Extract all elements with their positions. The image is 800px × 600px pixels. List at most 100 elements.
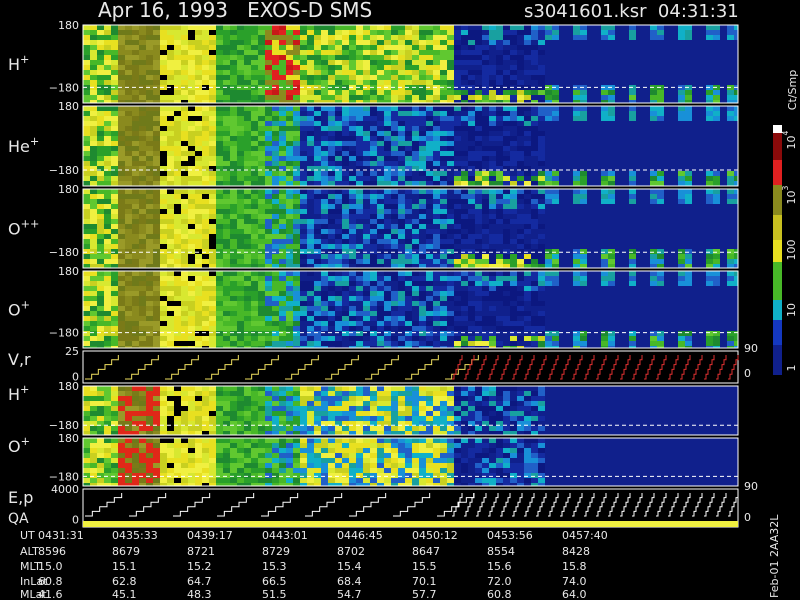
heatmap-cell: [615, 121, 622, 126]
heatmap-cell: [419, 106, 426, 111]
heatmap-cell: [727, 281, 734, 286]
heatmap-cell: [482, 25, 489, 30]
heatmap-cell: [125, 254, 132, 259]
heatmap-cell: [286, 239, 293, 244]
heatmap-cell: [405, 214, 412, 219]
heatmap-cell: [734, 229, 738, 234]
heatmap-cell: [237, 136, 244, 141]
heatmap-cell: [671, 156, 678, 161]
heatmap-cell: [629, 166, 636, 171]
heatmap-cell: [328, 239, 335, 244]
heatmap-cell: [146, 219, 153, 224]
heatmap-cell: [552, 75, 559, 80]
heatmap-cell: [181, 176, 188, 181]
heatmap-cell: [384, 219, 391, 224]
heatmap-cell: [153, 244, 160, 249]
heatmap-cell: [559, 229, 566, 234]
heatmap-cell: [335, 136, 342, 141]
heatmap-cell: [447, 25, 454, 30]
heatmap-cell: [342, 141, 349, 146]
heatmap-cell: [237, 244, 244, 249]
heatmap-cell: [601, 45, 608, 50]
heatmap-cell: [230, 219, 237, 224]
heatmap-cell: [629, 259, 636, 264]
heatmap-cell: [356, 151, 363, 156]
heatmap-cell: [706, 126, 713, 131]
heatmap-cell: [146, 234, 153, 239]
heatmap-cell: [209, 136, 216, 141]
heatmap-cell: [496, 25, 503, 30]
heatmap-cell: [405, 194, 412, 199]
heatmap-cell: [447, 219, 454, 224]
heatmap-cell: [573, 171, 580, 176]
heatmap-cell: [293, 50, 300, 55]
heatmap-cell: [321, 181, 328, 186]
heatmap-cell: [566, 271, 573, 276]
heatmap-cell: [125, 264, 132, 268]
heatmap-cell: [671, 146, 678, 151]
heatmap-cell: [720, 106, 727, 111]
heatmap-cell: [692, 271, 699, 276]
heatmap-cell: [727, 181, 734, 186]
heatmap-cell: [685, 75, 692, 80]
heatmap-cell: [195, 214, 202, 219]
heatmap-cell: [272, 214, 279, 219]
heatmap-cell: [657, 90, 664, 95]
heatmap-cell: [216, 286, 223, 291]
heatmap-cell: [335, 239, 342, 244]
heatmap-cell: [202, 271, 209, 276]
heatmap-cell: [237, 194, 244, 199]
heatmap-cell: [356, 286, 363, 291]
heatmap-cell: [160, 55, 167, 60]
heatmap-cell: [510, 25, 517, 30]
heatmap-cell: [132, 45, 139, 50]
heatmap-cell: [594, 60, 601, 65]
heatmap-cell: [265, 136, 272, 141]
heatmap-cell: [251, 90, 258, 95]
heatmap-cell: [538, 229, 545, 234]
heatmap-cell: [342, 70, 349, 75]
heatmap-cell: [713, 219, 720, 224]
heatmap-cell: [335, 60, 342, 65]
heatmap-cell: [223, 90, 230, 95]
heatmap-cell: [167, 286, 174, 291]
heatmap-cell: [454, 254, 461, 259]
heatmap-cell: [279, 244, 286, 249]
heatmap-cell: [664, 55, 671, 60]
heatmap-cell: [419, 55, 426, 60]
heatmap-cell: [706, 181, 713, 186]
heatmap-cell: [587, 141, 594, 146]
heatmap-cell: [657, 176, 664, 181]
heatmap-cell: [223, 136, 230, 141]
heatmap-cell: [426, 151, 433, 156]
heatmap-cell: [412, 224, 419, 229]
heatmap-cell: [160, 80, 167, 85]
heatmap-cell: [454, 65, 461, 70]
heatmap-cell: [419, 126, 426, 131]
heatmap-cell: [216, 60, 223, 65]
heatmap-cell: [132, 214, 139, 219]
heatmap-cell: [384, 25, 391, 30]
heatmap-cell: [503, 259, 510, 264]
heatmap-cell: [706, 244, 713, 249]
heatmap-cell: [587, 291, 594, 296]
heatmap-cell: [734, 249, 738, 254]
heatmap-cell: [216, 161, 223, 166]
heatmap-cell: [139, 271, 146, 276]
heatmap-cell: [377, 131, 384, 136]
heatmap-cell: [90, 166, 97, 171]
heatmap-cell: [97, 171, 104, 176]
heatmap-cell: [391, 116, 398, 121]
heatmap-cell: [734, 259, 738, 264]
heatmap-cell: [538, 271, 545, 276]
heatmap-cell: [552, 229, 559, 234]
heatmap-cell: [713, 100, 720, 103]
heatmap-cell: [181, 75, 188, 80]
heatmap-cell: [664, 249, 671, 254]
heatmap-cell: [482, 75, 489, 80]
heatmap-cell: [202, 204, 209, 209]
heatmap-cell: [601, 116, 608, 121]
heatmap-cell: [209, 264, 216, 268]
heatmap-cell: [125, 30, 132, 35]
heatmap-cell: [664, 224, 671, 229]
